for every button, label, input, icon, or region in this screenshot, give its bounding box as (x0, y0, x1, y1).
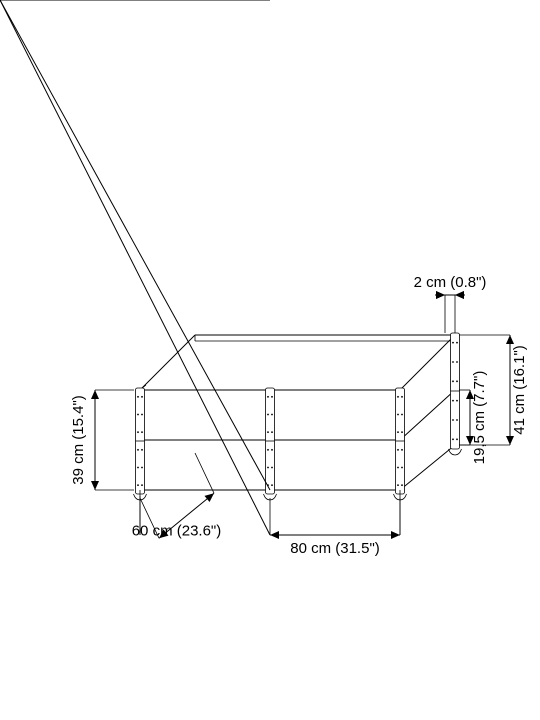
svg-text:80 cm (31.5"): 80 cm (31.5") (290, 540, 380, 557)
svg-text:39 cm (15.4"): 39 cm (15.4") (70, 395, 87, 485)
svg-text:19,5 cm (7.7"): 19,5 cm (7.7") (471, 371, 488, 465)
svg-text:41 cm (16.1"): 41 cm (16.1") (511, 345, 528, 435)
svg-text:2 cm (0.8"): 2 cm (0.8") (414, 274, 487, 291)
svg-text:60 cm (23.6"): 60 cm (23.6") (132, 523, 222, 540)
